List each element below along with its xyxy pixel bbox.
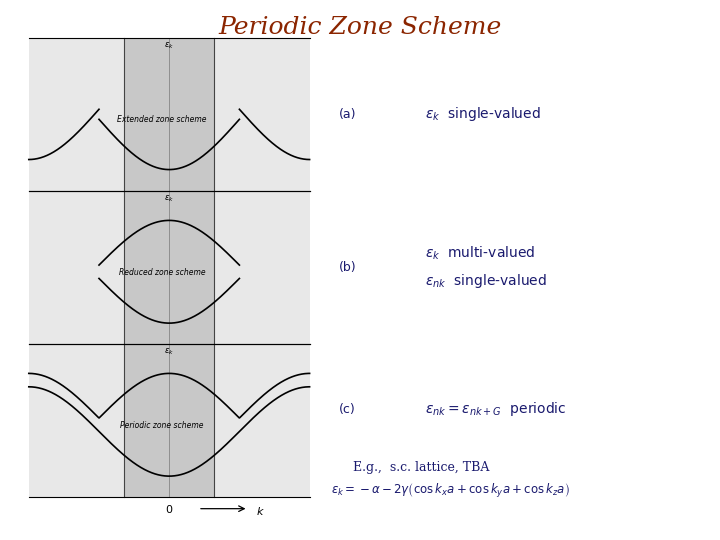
Text: $\varepsilon_k$: $\varepsilon_k$ <box>164 40 174 51</box>
Text: $\varepsilon_k = -\alpha - 2\gamma\left(\cos k_x a + \cos k_y a + \cos k_z a\rig: $\varepsilon_k = -\alpha - 2\gamma\left(… <box>331 482 570 501</box>
Bar <box>214 344 310 497</box>
Bar <box>214 191 310 344</box>
Bar <box>29 38 125 191</box>
Text: $\varepsilon_{nk}$  single-valued: $\varepsilon_{nk}$ single-valued <box>425 272 547 290</box>
Text: (a): (a) <box>338 108 356 121</box>
Bar <box>125 344 214 497</box>
Bar <box>125 191 214 344</box>
Text: $k$: $k$ <box>256 505 264 517</box>
Bar <box>29 344 121 497</box>
Bar <box>214 38 310 191</box>
Text: 0: 0 <box>166 505 173 515</box>
Text: E.g.,  s.c. lattice, TBA: E.g., s.c. lattice, TBA <box>353 461 489 474</box>
Bar <box>214 38 310 191</box>
Text: Extended zone scheme: Extended zone scheme <box>117 115 207 124</box>
Text: $\varepsilon_k$: $\varepsilon_k$ <box>164 347 174 357</box>
Bar <box>29 191 121 344</box>
Text: Periodic Zone Scheme: Periodic Zone Scheme <box>218 16 502 39</box>
Text: $\varepsilon_k$: $\varepsilon_k$ <box>164 193 174 204</box>
Bar <box>29 344 125 497</box>
Text: Periodic zone scheme: Periodic zone scheme <box>120 421 204 430</box>
Text: (c): (c) <box>338 403 355 416</box>
Text: (b): (b) <box>338 261 356 274</box>
Bar <box>29 38 121 191</box>
Text: $\varepsilon_{nk} = \varepsilon_{nk+G}$  periodic: $\varepsilon_{nk} = \varepsilon_{nk+G}$ … <box>425 401 566 418</box>
Text: Reduced zone scheme: Reduced zone scheme <box>119 268 205 277</box>
Bar <box>214 344 310 497</box>
Bar <box>214 191 310 344</box>
Bar <box>125 38 214 191</box>
Text: $\varepsilon_k$  single-valued: $\varepsilon_k$ single-valued <box>425 105 541 123</box>
Text: $\varepsilon_k$  multi-valued: $\varepsilon_k$ multi-valued <box>425 245 535 262</box>
Bar <box>29 191 125 344</box>
